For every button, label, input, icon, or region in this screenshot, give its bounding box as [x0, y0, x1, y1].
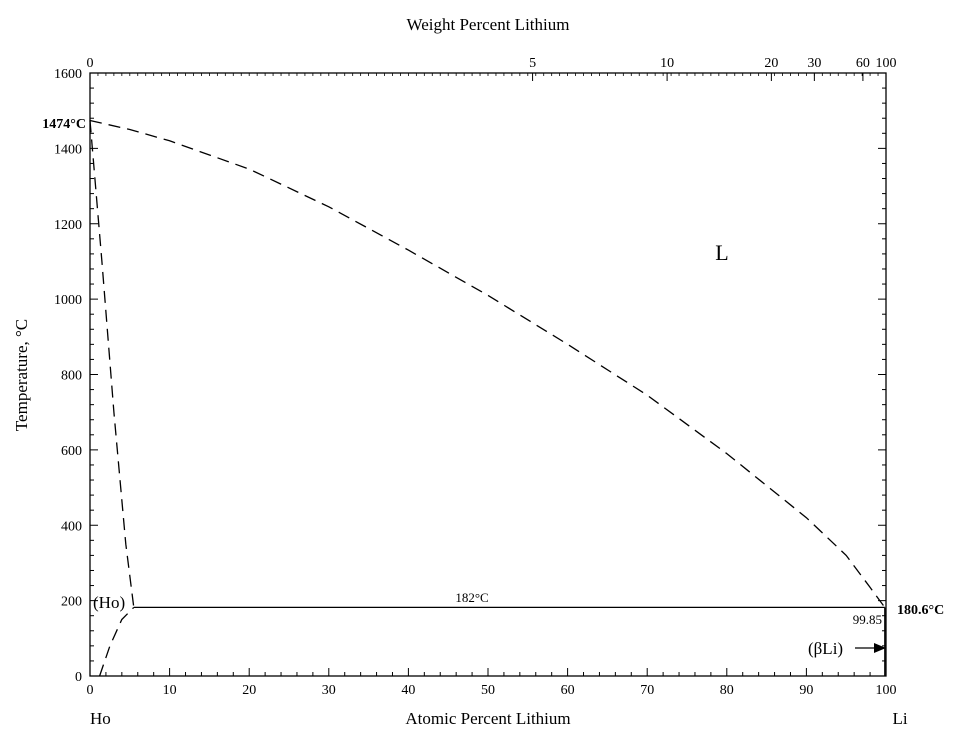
- x-tick-label: 80: [720, 683, 734, 698]
- x-tick-label: 40: [401, 683, 415, 698]
- phase-boundary-1: [89, 119, 886, 608]
- ticks-group: [89, 72, 887, 677]
- top-tick-label: 60: [856, 56, 870, 71]
- ho-melting-label: 1474°C: [42, 117, 86, 132]
- top-axis-title: Weight Percent Lithium: [407, 15, 570, 34]
- y-tick-label: 1400: [54, 142, 82, 157]
- top-tick-label: 20: [764, 56, 778, 71]
- phase-boundary-3: [98, 606, 135, 677]
- x-tick-label: 10: [163, 683, 177, 698]
- solubility-label: 99.85: [853, 612, 882, 627]
- x-tick-label: 90: [799, 683, 813, 698]
- left-element-label: Ho: [90, 709, 111, 728]
- li-phase-arrow: [855, 643, 886, 653]
- y-tick-label: 200: [61, 595, 82, 610]
- top-tick-label: 30: [807, 56, 821, 71]
- y-tick-label: 800: [61, 369, 82, 384]
- curves-group: [89, 119, 886, 677]
- li-solid-label: (βLi): [808, 639, 843, 658]
- plot-frame: [89, 72, 887, 677]
- liquid-label: L: [715, 240, 728, 265]
- li-melting-label: 180.6°C: [897, 603, 944, 618]
- top-tick-label: 100: [876, 56, 897, 71]
- tick-labels-group: 0 5 10 20 30 60 1000 10 20 30 40 50 60 70 80 90 10002004…: [54, 56, 897, 698]
- x-tick-label: 100: [876, 683, 897, 698]
- top-tick-label: 0: [87, 56, 94, 71]
- ho-solid-label: (Ho): [93, 593, 125, 612]
- y-tick-label: 600: [61, 444, 82, 459]
- x-tick-label: 70: [640, 683, 654, 698]
- y-tick-label: 1000: [54, 293, 82, 308]
- x-tick-label: 30: [322, 683, 336, 698]
- top-tick-label: 10: [660, 56, 674, 71]
- right-element-label: Li: [892, 709, 907, 728]
- phase-boundary-2: [89, 120, 135, 608]
- eutectic-label: 182°C: [455, 590, 488, 605]
- bottom-axis-title: Atomic Percent Lithium: [405, 709, 570, 728]
- x-tick-label: 60: [561, 683, 575, 698]
- y-tick-label: 1200: [54, 218, 82, 233]
- y-tick-label: 1600: [54, 67, 82, 82]
- x-tick-label: 0: [87, 683, 94, 698]
- y-tick-label: 0: [75, 670, 82, 685]
- y-tick-label: 400: [61, 519, 82, 534]
- x-tick-label: 50: [481, 683, 495, 698]
- x-tick-label: 20: [242, 683, 256, 698]
- y-axis-title: Temperature, °C: [12, 319, 31, 431]
- top-tick-label: 5: [529, 56, 536, 71]
